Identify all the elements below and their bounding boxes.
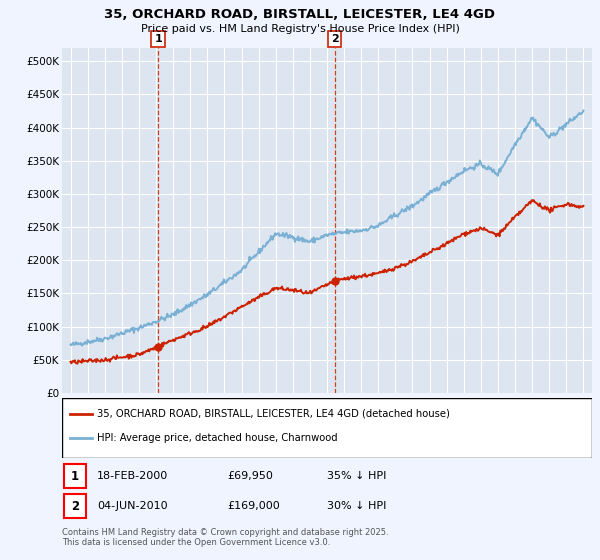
- Text: 04-JUN-2010: 04-JUN-2010: [97, 501, 167, 511]
- Text: 35, ORCHARD ROAD, BIRSTALL, LEICESTER, LE4 4GD (detached house): 35, ORCHARD ROAD, BIRSTALL, LEICESTER, L…: [97, 409, 450, 419]
- Bar: [64, 494, 86, 518]
- Text: £169,000: £169,000: [227, 501, 280, 511]
- Text: HPI: Average price, detached house, Charnwood: HPI: Average price, detached house, Char…: [97, 433, 338, 443]
- Text: Contains HM Land Registry data © Crown copyright and database right 2025.
This d: Contains HM Land Registry data © Crown c…: [62, 528, 389, 547]
- Text: 1: 1: [154, 34, 162, 44]
- Text: 1: 1: [71, 469, 79, 483]
- Text: Price paid vs. HM Land Registry's House Price Index (HPI): Price paid vs. HM Land Registry's House …: [140, 24, 460, 34]
- Bar: [64, 464, 86, 488]
- Text: 18-FEB-2000: 18-FEB-2000: [97, 471, 168, 481]
- Text: 2: 2: [71, 500, 79, 512]
- Text: 35% ↓ HPI: 35% ↓ HPI: [327, 471, 386, 481]
- Text: 35, ORCHARD ROAD, BIRSTALL, LEICESTER, LE4 4GD: 35, ORCHARD ROAD, BIRSTALL, LEICESTER, L…: [104, 8, 496, 21]
- Text: 2: 2: [331, 34, 338, 44]
- Text: £69,950: £69,950: [227, 471, 273, 481]
- Text: 30% ↓ HPI: 30% ↓ HPI: [327, 501, 386, 511]
